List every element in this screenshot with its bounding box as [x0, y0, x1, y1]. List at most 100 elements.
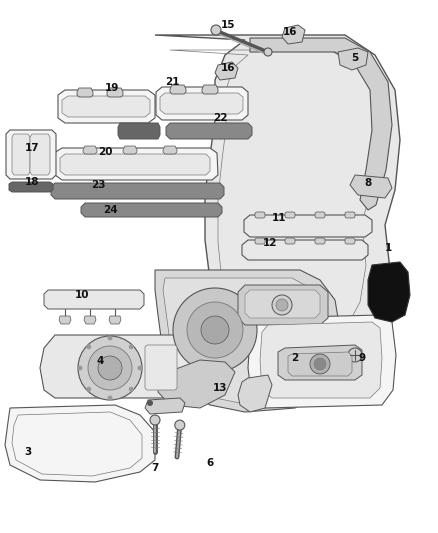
Circle shape	[107, 335, 113, 341]
Circle shape	[129, 387, 134, 392]
Circle shape	[78, 366, 82, 370]
Text: 14: 14	[378, 273, 392, 283]
Polygon shape	[244, 215, 372, 237]
Polygon shape	[123, 146, 137, 154]
Circle shape	[211, 25, 221, 35]
Polygon shape	[238, 375, 272, 412]
Polygon shape	[9, 182, 53, 192]
Text: 6: 6	[206, 458, 214, 468]
Circle shape	[150, 415, 160, 425]
FancyBboxPatch shape	[315, 212, 325, 218]
Polygon shape	[44, 290, 144, 309]
Circle shape	[138, 366, 142, 370]
Text: 1: 1	[385, 243, 392, 253]
Polygon shape	[250, 38, 392, 210]
FancyBboxPatch shape	[285, 238, 295, 244]
Text: 2: 2	[291, 353, 299, 363]
Circle shape	[86, 344, 91, 349]
Polygon shape	[160, 93, 243, 114]
Polygon shape	[215, 62, 238, 80]
Text: 5: 5	[351, 53, 359, 63]
Text: 15: 15	[221, 20, 235, 30]
Circle shape	[175, 420, 185, 430]
FancyBboxPatch shape	[255, 212, 265, 218]
Text: 16: 16	[283, 27, 297, 37]
Polygon shape	[58, 90, 155, 123]
Polygon shape	[278, 345, 362, 380]
Circle shape	[264, 48, 272, 56]
Circle shape	[173, 288, 257, 372]
Polygon shape	[163, 146, 177, 154]
Polygon shape	[338, 48, 368, 70]
Circle shape	[107, 395, 113, 400]
Polygon shape	[107, 88, 123, 97]
Polygon shape	[288, 352, 352, 376]
Circle shape	[310, 354, 330, 374]
Text: 13: 13	[213, 383, 227, 393]
FancyBboxPatch shape	[145, 345, 177, 390]
Text: 20: 20	[98, 147, 112, 157]
Circle shape	[78, 336, 142, 400]
Polygon shape	[260, 322, 382, 398]
FancyBboxPatch shape	[285, 212, 295, 218]
Polygon shape	[350, 175, 392, 198]
Circle shape	[201, 316, 229, 344]
Polygon shape	[84, 316, 96, 324]
Text: 12: 12	[263, 238, 277, 248]
Polygon shape	[6, 130, 56, 179]
Circle shape	[88, 346, 132, 390]
Polygon shape	[54, 148, 218, 180]
Circle shape	[276, 299, 288, 311]
Text: 16: 16	[221, 63, 235, 73]
Circle shape	[147, 400, 153, 406]
Text: 10: 10	[75, 290, 89, 300]
Polygon shape	[170, 85, 186, 94]
Polygon shape	[118, 123, 160, 139]
Polygon shape	[156, 87, 248, 120]
Text: 4: 4	[96, 356, 104, 366]
Polygon shape	[62, 96, 150, 117]
Polygon shape	[245, 290, 320, 318]
Polygon shape	[282, 25, 305, 44]
Polygon shape	[238, 285, 328, 325]
Polygon shape	[83, 146, 97, 154]
Polygon shape	[248, 315, 396, 408]
Polygon shape	[12, 134, 30, 175]
Text: 24: 24	[102, 205, 117, 215]
Polygon shape	[40, 335, 190, 398]
Polygon shape	[60, 154, 210, 175]
Polygon shape	[242, 240, 368, 260]
Polygon shape	[59, 316, 71, 324]
Circle shape	[187, 302, 243, 358]
Polygon shape	[166, 123, 252, 139]
Polygon shape	[145, 398, 185, 414]
FancyBboxPatch shape	[255, 238, 265, 244]
Circle shape	[98, 356, 122, 380]
Text: 11: 11	[272, 213, 286, 223]
Text: 17: 17	[25, 143, 39, 153]
Circle shape	[314, 358, 326, 370]
Polygon shape	[158, 360, 235, 408]
Text: 8: 8	[364, 178, 371, 188]
Polygon shape	[202, 85, 218, 94]
Text: 3: 3	[25, 447, 32, 457]
Polygon shape	[51, 183, 224, 199]
Circle shape	[129, 344, 134, 349]
Polygon shape	[77, 88, 93, 97]
FancyBboxPatch shape	[315, 238, 325, 244]
Circle shape	[272, 295, 292, 315]
FancyBboxPatch shape	[345, 238, 355, 244]
Text: 18: 18	[25, 177, 39, 187]
Text: 9: 9	[358, 353, 366, 363]
Text: 23: 23	[91, 180, 105, 190]
Polygon shape	[155, 270, 340, 412]
Text: 21: 21	[165, 77, 179, 87]
Text: 7: 7	[151, 463, 159, 473]
Polygon shape	[109, 316, 121, 324]
Polygon shape	[163, 278, 326, 404]
Circle shape	[86, 387, 91, 392]
Polygon shape	[30, 134, 50, 175]
FancyBboxPatch shape	[345, 212, 355, 218]
Text: 22: 22	[213, 113, 227, 123]
Polygon shape	[368, 262, 410, 322]
